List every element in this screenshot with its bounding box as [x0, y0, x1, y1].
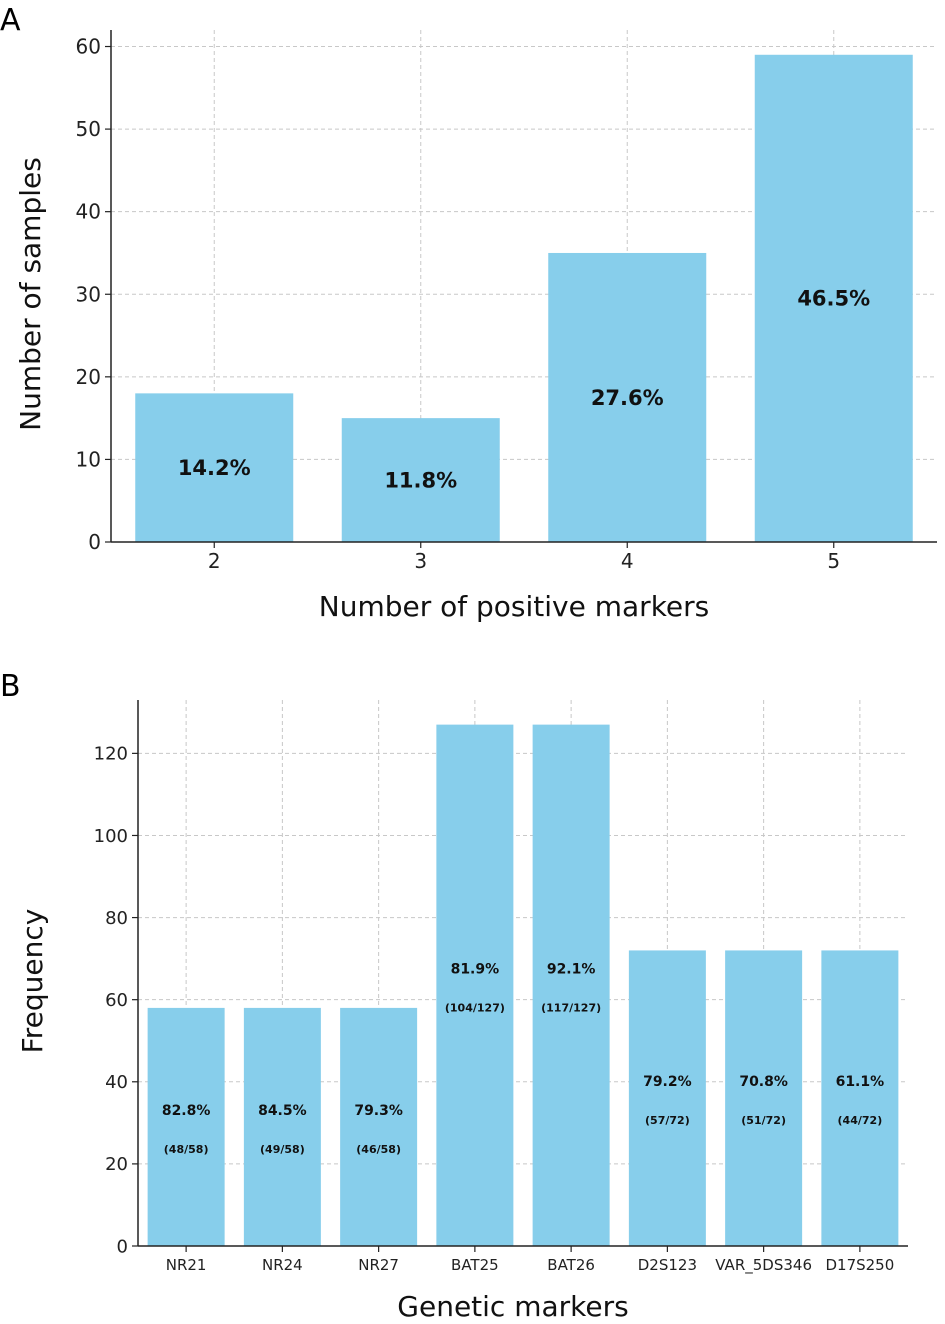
chart-b-bar-sublabel: (51/72) — [741, 1114, 786, 1127]
chart-b-bar-label: 81.9% — [451, 961, 500, 977]
chart-a-y-tick-label: 50 — [76, 117, 101, 141]
chart-b-x-tick-label: D2S123 — [638, 1256, 697, 1274]
chart-a-bar-label: 27.6% — [591, 386, 664, 410]
chart-b-y-tick-label: 20 — [105, 1154, 128, 1175]
chart-a-y-axis-title: Number of samples — [14, 157, 47, 431]
chart-b-bar-sublabel: (46/58) — [356, 1143, 401, 1156]
chart-b-x-tick-label: NR21 — [166, 1256, 207, 1274]
chart-a-bar-label: 11.8% — [384, 468, 457, 492]
chart-a-y-tick-label: 30 — [76, 282, 101, 306]
chart-b-x-tick-label: NR24 — [262, 1256, 303, 1274]
chart-b-bar-label: 82.8% — [162, 1103, 211, 1119]
chart-a-y-tick-label: 20 — [76, 365, 101, 389]
chart-b-y-tick-label: 0 — [117, 1236, 128, 1257]
chart-b-bar — [147, 1007, 225, 1246]
chart-b-x-tick-label: D17S250 — [825, 1256, 894, 1274]
chart-b-bar — [532, 724, 610, 1246]
chart-b-bar — [340, 1007, 418, 1246]
chart-b-y-axis-title: Frequency — [16, 909, 49, 1054]
chart-b-bar-label: 84.5% — [258, 1103, 307, 1119]
panel-b-letter: B — [0, 669, 21, 704]
chart-b-bar — [725, 950, 803, 1246]
chart-b-bar-sublabel: (48/58) — [164, 1143, 209, 1156]
chart-b-bar — [243, 1007, 321, 1246]
chart-b-bar-sublabel: (57/72) — [645, 1114, 690, 1127]
chart-a-bar — [135, 393, 294, 542]
chart-b-bar-label: 70.8% — [739, 1074, 788, 1090]
chart-a-x-tick-label: 3 — [414, 549, 427, 573]
chart-a-y-tick-label: 10 — [76, 447, 101, 471]
chart-b-bar-label: 61.1% — [836, 1074, 885, 1090]
chart-b-bar-label: 92.1% — [547, 961, 596, 977]
chart-b-bar-sublabel: (49/58) — [260, 1143, 305, 1156]
chart-b-y-tick-label: 80 — [105, 908, 128, 929]
chart-b-bar-label: 79.3% — [354, 1103, 403, 1119]
panel-a-letter: A — [0, 3, 21, 38]
chart-b-y-tick-label: 60 — [105, 990, 128, 1011]
chart-a-y-tick-label: 0 — [88, 530, 101, 554]
chart-a-x-tick-label: 4 — [621, 549, 634, 573]
chart-a-bar — [548, 252, 707, 542]
chart-b-x-tick-label: NR27 — [358, 1256, 399, 1274]
chart-a-y-tick-label: 60 — [76, 35, 101, 59]
chart-b-bar — [628, 950, 706, 1246]
chart-b-bar-sublabel: (104/127) — [445, 1001, 505, 1014]
chart-b-bar-sublabel: (44/72) — [838, 1114, 883, 1127]
chart-b-bar-label: 79.2% — [643, 1074, 692, 1090]
chart-a-bar-label: 14.2% — [178, 456, 251, 480]
chart-a-bar — [754, 54, 913, 542]
chart-b-y-tick-label: 120 — [94, 744, 128, 765]
chart-b: 0 20 40 60 80 100 120 NR21 NR24 NR27 BAT25 BAT26 D2S… — [16, 700, 908, 1323]
chart-a-x-axis-title: Number of positive markers — [319, 590, 709, 623]
chart-b-y-tick-label: 100 — [94, 826, 128, 847]
chart-b-bar — [436, 724, 514, 1246]
chart-a: 0 10 20 30 40 50 60 2 3 4 5 14.2% 11.8% 27.6% 46.5% Num… — [14, 30, 937, 623]
chart-b-y-tick-label: 40 — [105, 1072, 128, 1093]
chart-b-x-tick-label: VAR_5DS346 — [715, 1256, 812, 1275]
chart-b-bar-sublabel: (117/127) — [541, 1001, 601, 1014]
chart-b-x-tick-label: BAT25 — [451, 1256, 499, 1274]
chart-b-x-tick-label: BAT26 — [547, 1256, 595, 1274]
chart-a-bar — [341, 418, 500, 542]
chart-a-x-tick-label: 5 — [827, 549, 840, 573]
chart-a-bar-label: 46.5% — [797, 287, 870, 311]
chart-a-x-tick-label: 2 — [208, 549, 221, 573]
chart-b-x-axis-title: Genetic markers — [397, 1290, 628, 1323]
chart-b-bar — [821, 950, 899, 1246]
chart-a-y-tick-label: 40 — [76, 200, 101, 224]
